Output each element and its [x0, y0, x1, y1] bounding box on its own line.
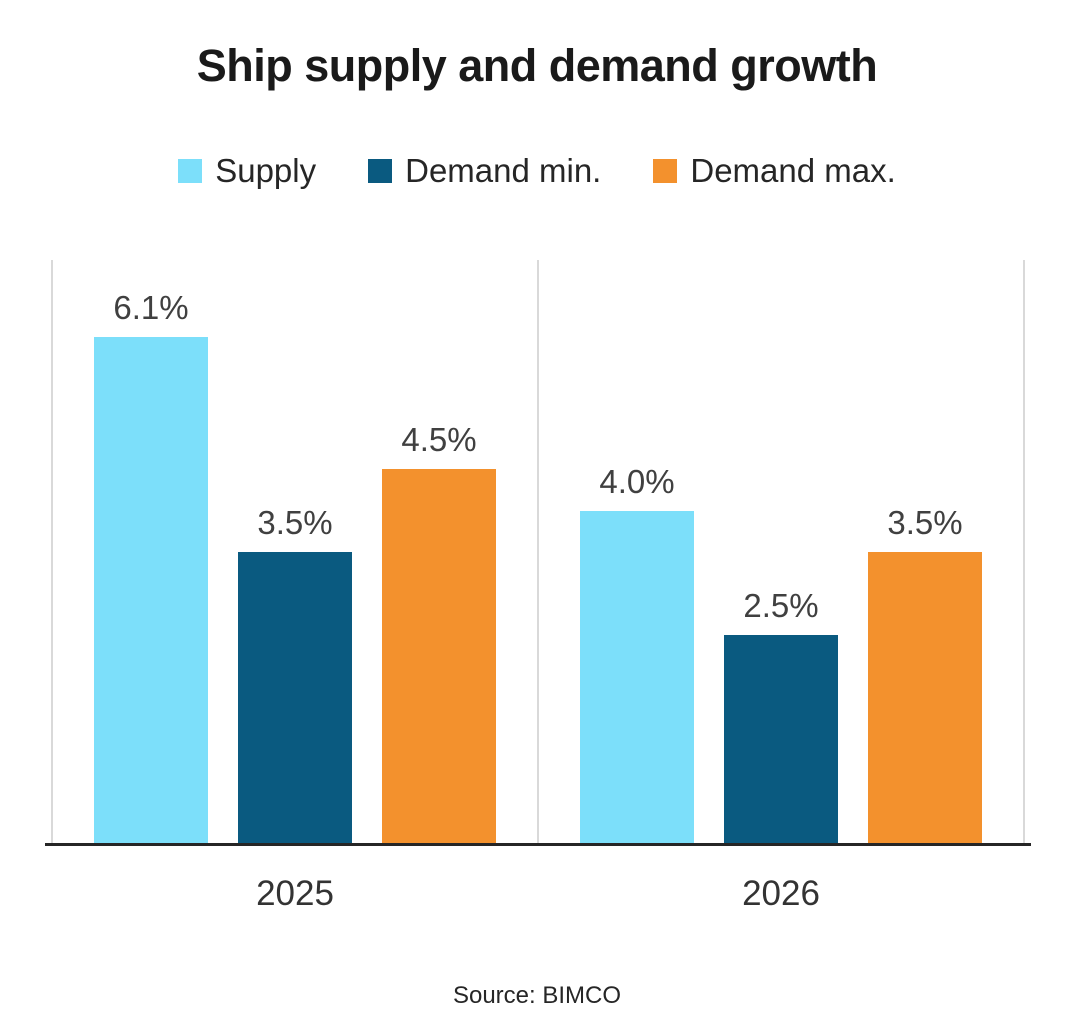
plot-divider-middle: [537, 260, 539, 843]
value-label: 3.5%: [887, 504, 963, 541]
legend-item: Demand max.: [653, 152, 896, 190]
legend-item: Supply: [178, 152, 316, 190]
x-axis-labels: 2025 2026: [52, 874, 1024, 914]
bar-demand-max-2025: [382, 469, 496, 843]
bar-groups: 6.1% 3.5% 4.5% 4.0% 2.5% 3.5%: [52, 260, 1024, 843]
chart-title: Ship supply and demand growth: [196, 40, 878, 91]
legend: Supply Demand min. Demand max.: [0, 152, 1074, 190]
legend-label: Supply: [215, 152, 317, 189]
legend-label: Demand min.: [405, 152, 602, 189]
bar-wrap: 4.5%: [382, 421, 496, 843]
legend-swatch-icon: [178, 159, 203, 183]
bar-supply-2026: [580, 511, 694, 843]
legend-item: Demand min.: [368, 152, 601, 190]
value-label: 3.5%: [257, 504, 333, 541]
legend-swatch-icon: [368, 159, 393, 183]
bar-wrap: 4.0%: [580, 463, 694, 843]
plot-area: 6.1% 3.5% 4.5% 4.0% 2.5% 3.5%: [45, 260, 1031, 846]
plot-border-left: [51, 260, 53, 843]
bar-supply-2025: [94, 337, 208, 843]
bar-wrap: 3.5%: [238, 504, 352, 843]
value-label: 4.5%: [401, 421, 477, 458]
category-label-2026: 2026: [742, 874, 820, 913]
plot-border-right: [1023, 260, 1025, 843]
value-label: 4.0%: [599, 463, 675, 500]
bar-demand-min-2025: [238, 552, 352, 843]
value-label: 2.5%: [743, 587, 819, 624]
bar-group-2026: 4.0% 2.5% 3.5%: [538, 260, 1024, 843]
category-label-2025: 2025: [256, 874, 334, 913]
legend-label: Demand max.: [690, 152, 896, 189]
value-label: 6.1%: [113, 289, 189, 326]
source-note: Source: BIMCO: [452, 982, 622, 1009]
bar-group-2025: 6.1% 3.5% 4.5%: [52, 260, 538, 843]
bar-demand-max-2026: [868, 552, 982, 843]
bar-wrap: 3.5%: [868, 504, 982, 843]
legend-swatch-icon: [653, 159, 678, 183]
bar-wrap: 6.1%: [94, 289, 208, 843]
x-axis-line: [45, 843, 1031, 846]
bar-wrap: 2.5%: [724, 587, 838, 843]
bar-demand-min-2026: [724, 635, 838, 843]
